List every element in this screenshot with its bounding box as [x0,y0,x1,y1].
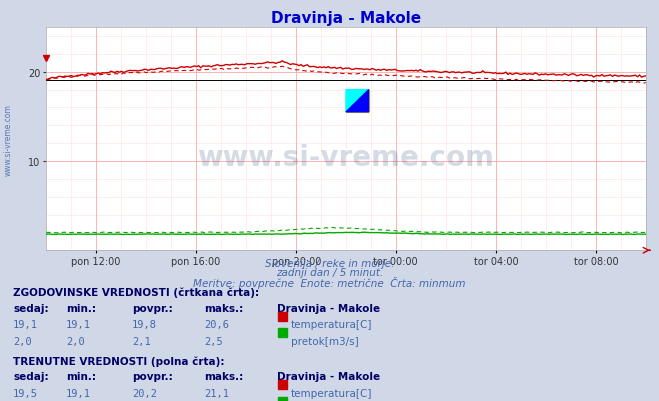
Text: 20,2: 20,2 [132,388,157,398]
Bar [346,90,369,113]
Text: Slovenija / reke in morje.: Slovenija / reke in morje. [265,259,394,269]
Text: 20,6: 20,6 [204,320,229,330]
Text: temperatura[C]: temperatura[C] [291,388,372,398]
Text: ZGODOVINSKE VREDNOSTI (črtkana črta):: ZGODOVINSKE VREDNOSTI (črtkana črta): [13,287,259,298]
Text: 2,0: 2,0 [13,336,32,346]
Text: 19,8: 19,8 [132,320,157,330]
Text: 21,1: 21,1 [204,388,229,398]
Text: povpr.:: povpr.: [132,372,173,381]
Text: 19,1: 19,1 [66,320,91,330]
Text: www.si-vreme.com: www.si-vreme.com [3,103,13,175]
Text: 2,1: 2,1 [132,336,150,346]
Title: Dravinja - Makole: Dravinja - Makole [271,10,421,26]
Text: min.:: min.: [66,303,96,313]
Text: sedaj:: sedaj: [13,372,49,381]
Text: sedaj:: sedaj: [13,303,49,313]
Text: 19,1: 19,1 [13,320,38,330]
Text: 2,0: 2,0 [66,336,84,346]
Text: maks.:: maks.: [204,372,244,381]
Text: maks.:: maks.: [204,303,244,313]
Text: Meritve: povprečne  Enote: metrične  Črta: minmum: Meritve: povprečne Enote: metrične Črta:… [193,276,466,288]
Text: 2,5: 2,5 [204,336,223,346]
Text: 19,1: 19,1 [66,388,91,398]
Text: zadnji dan / 5 minut.: zadnji dan / 5 minut. [276,267,383,277]
Text: www.si-vreme.com: www.si-vreme.com [198,143,494,171]
Text: pretok[m3/s]: pretok[m3/s] [291,336,358,346]
Text: min.:: min.: [66,372,96,381]
Text: TRENUTNE VREDNOSTI (polna črta):: TRENUTNE VREDNOSTI (polna črta): [13,355,225,366]
Text: Dravinja - Makole: Dravinja - Makole [277,303,380,313]
Text: temperatura[C]: temperatura[C] [291,320,372,330]
Polygon shape [346,90,369,113]
Text: povpr.:: povpr.: [132,303,173,313]
Text: Dravinja - Makole: Dravinja - Makole [277,372,380,381]
Polygon shape [346,90,369,113]
Text: 19,5: 19,5 [13,388,38,398]
